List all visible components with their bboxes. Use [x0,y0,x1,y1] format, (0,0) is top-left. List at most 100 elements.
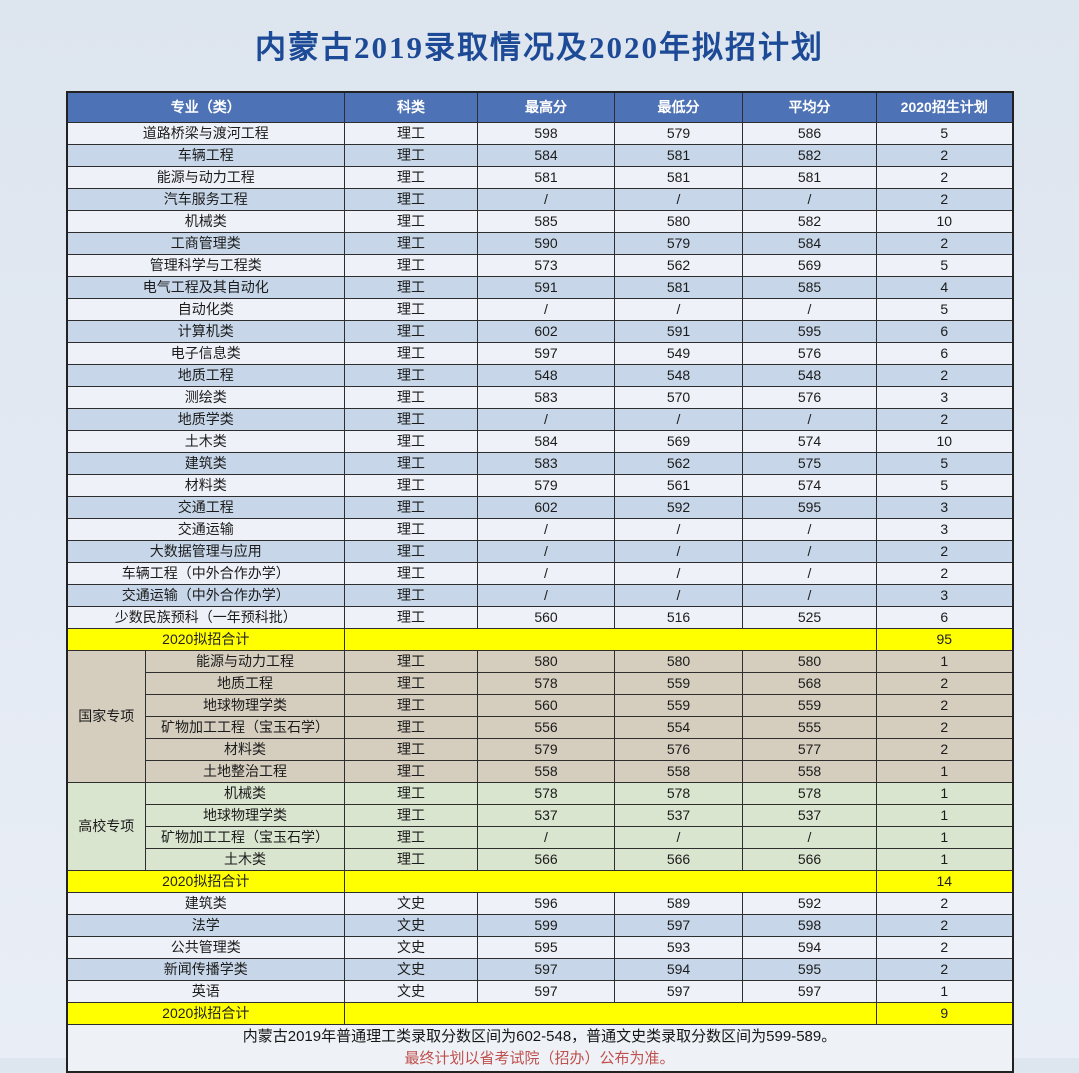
subject-cell: 理工 [344,122,478,145]
major-cell: 电气工程及其自动化 [66,276,345,299]
subject-cell: 理工 [344,804,478,827]
avg-score-cell: / [742,188,877,211]
avg-score-cell: 576 [742,342,877,365]
plan-cell: 6 [876,342,1013,365]
min-score-cell: / [614,562,743,585]
table-row: 测绘类 理工 583 570 576 3 [66,386,1013,409]
avg-score-cell: 584 [742,232,877,255]
table-row: 少数民族预科（一年预科批） 理工 560 516 525 6 [66,606,1013,629]
max-score-cell: 591 [477,276,615,299]
plan-cell: 2 [876,738,1013,761]
min-score-cell: 537 [614,804,743,827]
max-score-cell: 584 [477,144,615,167]
major-cell: 交通运输 [66,518,345,541]
min-score-cell: / [614,518,743,541]
major-cell: 大数据管理与应用 [66,540,345,563]
avg-score-cell: 568 [742,672,877,695]
min-score-cell: 562 [614,452,743,475]
table-row: 管理科学与工程类 理工 573 562 569 5 [66,254,1013,277]
subject-cell: 理工 [344,474,478,497]
avg-score-cell: 580 [742,650,877,673]
avg-score-cell: 559 [742,694,877,717]
max-score-cell: 596 [477,892,615,915]
plan-cell: 4 [876,276,1013,299]
table-row: 汽车服务工程 理工 / //2 [66,188,1013,211]
min-score-cell: 579 [614,122,743,145]
min-score-cell: / [614,584,743,607]
min-score-cell: 548 [614,364,743,387]
subject-cell: 理工 [344,694,478,717]
admission-table: 专业（类） 科类 最高分 最低分 平均分 2020招生计划 道路桥梁与渡河工程理… [65,91,1014,1073]
page-title: 内蒙古2019录取情况及2020年拟招计划 [255,30,824,65]
max-score-cell: 590 [477,232,615,255]
major-cell: 矿物加工工程（宝玉石学） [145,716,345,739]
subject-cell: 文史 [344,980,478,1003]
plan-cell: 2 [876,716,1013,739]
max-score-cell: 579 [477,474,615,497]
avg-score-cell: 569 [742,254,877,277]
table-row: 土木类 理工 584 569 574 10 [66,430,1013,453]
avg-score-cell: 576 [742,386,877,409]
major-cell: 地质工程 [66,364,345,387]
total-row: 2020拟招合计 95 [66,628,1013,651]
subject-cell: 理工 [344,342,478,365]
avg-score-cell: 525 [742,606,877,629]
major-cell: 工商管理类 [66,232,345,255]
major-cell: 法学 [66,914,345,937]
table-row: 计算机类 理工 602 591 595 6 [66,320,1013,343]
avg-score-cell: 582 [742,144,877,167]
plan-cell: 3 [876,584,1013,607]
major-cell: 道路桥梁与渡河工程 [66,122,345,145]
plan-cell: 3 [876,496,1013,519]
table-row: 电气工程及其自动化 理工 591 581 585 4 [66,276,1013,299]
table-row: 道路桥梁与渡河工程 理工 598 579 586 5 [66,122,1013,145]
subject-cell: 理工 [344,738,478,761]
plan-cell: 2 [876,914,1013,937]
avg-score-cell: 566 [742,848,877,871]
subject-cell: 理工 [344,782,478,805]
subject-cell: 理工 [344,254,478,277]
total-row: 2020拟招合计 14 [66,870,1013,893]
major-cell: 电子信息类 [66,342,345,365]
subject-cell: 理工 [344,408,478,431]
table-row: 矿物加工工程（宝玉石学） 理工 556 554 555 2 [67,716,1013,739]
avg-score-cell: 595 [742,496,877,519]
major-cell: 测绘类 [66,386,345,409]
subject-cell: 理工 [344,276,478,299]
min-score-cell: 579 [614,232,743,255]
major-cell: 土木类 [145,848,345,871]
major-cell: 少数民族预科（一年预科批） [66,606,345,629]
table-row: 大数据管理与应用 理工 / //2 [66,540,1013,563]
min-score-cell: 593 [614,936,743,959]
major-cell: 建筑类 [66,452,345,475]
subject-cell: 文史 [344,892,478,915]
major-cell: 英语 [66,980,345,1003]
max-score-cell: 597 [477,980,615,1003]
major-cell: 车辆工程 [66,144,345,167]
subject-cell: 文史 [344,936,478,959]
min-score-cell: / [614,408,743,431]
major-cell: 材料类 [145,738,345,761]
major-cell: 地质学类 [66,408,345,431]
plan-cell: 2 [876,144,1013,167]
table-row: 车辆工程（中外合作办学） 理工 / //2 [66,562,1013,585]
header-2020-plan: 2020招生计划 [876,91,1013,123]
max-score-cell: 599 [477,914,615,937]
subject-cell: 理工 [344,716,478,739]
major-cell: 能源与动力工程 [66,166,345,189]
major-cell: 交通工程 [66,496,345,519]
plan-cell: 5 [876,122,1013,145]
min-score-cell: 569 [614,430,743,453]
avg-score-cell: 581 [742,166,877,189]
total-spacer [344,870,877,893]
plan-cell: 1 [876,848,1013,871]
max-score-cell: / [477,562,615,585]
max-score-cell: 579 [477,738,615,761]
major-cell: 交通运输（中外合作办学） [66,584,345,607]
table-row: 新闻传播学类 文史 597 594 595 2 [66,958,1013,981]
max-score-cell: 597 [477,342,615,365]
subject-cell: 理工 [344,518,478,541]
max-score-cell: 602 [477,320,615,343]
plan-cell: 2 [876,958,1013,981]
header-avg-score: 平均分 [742,91,877,123]
